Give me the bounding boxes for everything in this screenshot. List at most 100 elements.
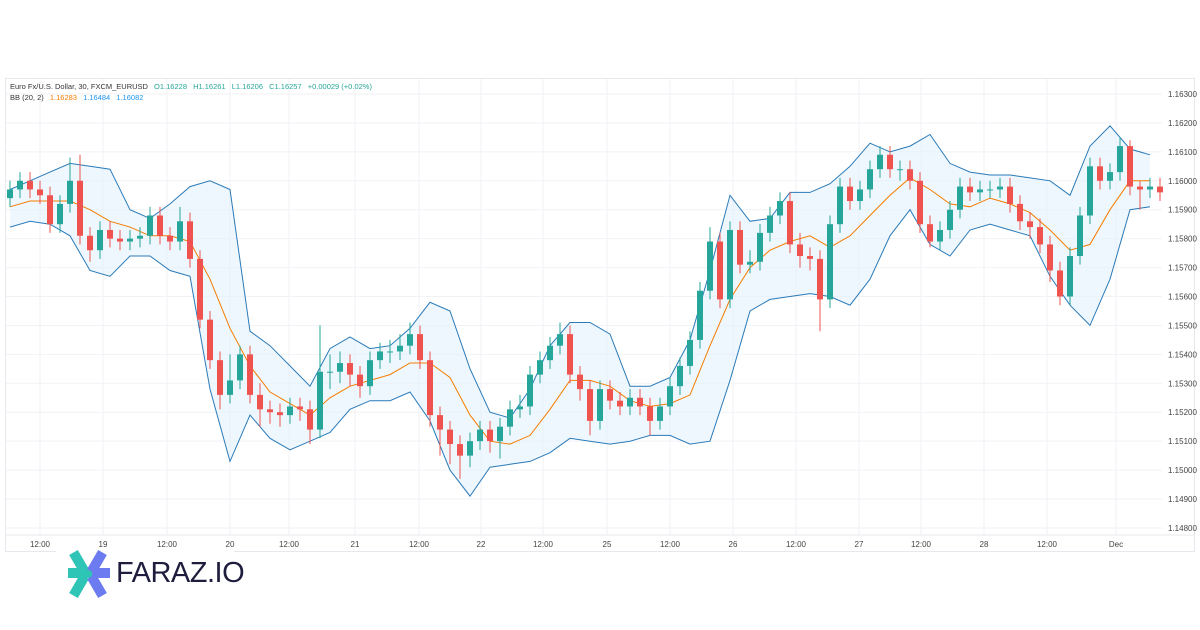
- candle-body: [857, 189, 863, 202]
- candle-body: [627, 397, 633, 407]
- candle-body: [427, 360, 433, 416]
- candle: [277, 403, 283, 427]
- candle: [147, 206, 153, 245]
- candle: [577, 365, 583, 401]
- candle: [137, 227, 143, 248]
- change-value: +0.00029 (+0.02%): [307, 82, 372, 91]
- candle-body: [167, 235, 173, 242]
- candle: [497, 418, 503, 459]
- x-tick-label: 25: [603, 540, 612, 549]
- candle-body: [287, 406, 293, 416]
- candle-body: [447, 429, 453, 445]
- candle-body: [367, 360, 373, 387]
- candle: [507, 400, 513, 436]
- candle: [567, 325, 573, 384]
- candle: [847, 177, 853, 210]
- candle: [1017, 195, 1023, 230]
- x-tick-label: 12:00: [1037, 540, 1058, 549]
- candle-body: [737, 229, 743, 265]
- candle-body: [307, 409, 313, 430]
- candle-body: [787, 201, 793, 245]
- candle: [817, 250, 823, 332]
- candle-body: [1157, 186, 1163, 193]
- candle-body: [227, 380, 233, 395]
- candle-body: [67, 180, 73, 204]
- candle-body: [717, 241, 723, 300]
- candle: [987, 180, 993, 199]
- candle: [77, 154, 83, 245]
- x-tick-label: 12:00: [157, 540, 178, 549]
- y-tick-label: 1.15900: [1168, 206, 1197, 215]
- candle-body: [527, 374, 533, 407]
- candle: [617, 391, 623, 416]
- candle: [627, 389, 633, 416]
- candle: [1067, 247, 1073, 306]
- bollinger-bands: [9, 125, 1151, 497]
- candle-body: [597, 389, 603, 421]
- candle: [777, 192, 783, 225]
- candle: [337, 351, 343, 384]
- candle: [717, 232, 723, 309]
- candle: [657, 397, 663, 430]
- symbol-legend: Euro Fx/U.S. Dollar, 30, FXCM_EURUSD O1.…: [10, 82, 376, 91]
- candle-body: [417, 334, 423, 361]
- candle: [197, 250, 203, 329]
- faraz-logo: FARAZ.IO: [56, 549, 245, 599]
- candle-body: [957, 186, 963, 210]
- candle: [317, 325, 323, 439]
- candle: [647, 397, 653, 436]
- candle: [557, 322, 563, 355]
- y-tick-label: 1.15800: [1168, 235, 1197, 244]
- candle-body: [577, 374, 583, 390]
- candle: [757, 224, 763, 271]
- candle: [1127, 140, 1133, 196]
- candle-body: [927, 224, 933, 242]
- candle-body: [1147, 186, 1153, 190]
- y-tick-label: 1.16100: [1168, 148, 1197, 157]
- candle: [517, 394, 523, 419]
- candle: [157, 206, 163, 245]
- candle: [747, 250, 753, 274]
- candle-body: [817, 258, 823, 300]
- candle-body: [657, 406, 663, 421]
- candle-body: [347, 363, 353, 375]
- candle-body: [1017, 203, 1023, 222]
- candle: [357, 365, 363, 398]
- candle-body: [37, 189, 43, 196]
- candle-body: [497, 426, 503, 442]
- y-tick-label: 1.14900: [1168, 495, 1197, 504]
- candle-body: [77, 180, 83, 236]
- time-axis: 12:00 19 12:00 20 12:00 21 12:00 22 12:00 25 12:00…: [6, 534, 1194, 549]
- close-value: C1.16257: [269, 82, 302, 91]
- candle-body: [247, 354, 253, 395]
- candle-body: [997, 186, 1003, 190]
- candle: [637, 389, 643, 416]
- candle-body: [277, 412, 283, 416]
- bb-basis-value: 1.16283: [49, 93, 77, 102]
- candles: [7, 137, 1163, 479]
- bb-legend: BB (20, 2) 1.16283 1.16484 1.16082: [10, 93, 147, 102]
- candle-body: [57, 203, 63, 225]
- candle-body: [687, 339, 693, 366]
- candle: [547, 337, 553, 369]
- candle: [1087, 157, 1093, 225]
- candle-body: [867, 169, 873, 190]
- candle: [737, 221, 743, 274]
- x-tick-label: 28: [980, 540, 989, 549]
- candle-body: [137, 235, 143, 239]
- candle-body: [487, 429, 493, 442]
- candle-body: [697, 290, 703, 340]
- candle: [807, 247, 813, 271]
- candle: [477, 420, 483, 450]
- candle: [57, 195, 63, 233]
- candle: [297, 397, 303, 421]
- candle: [707, 227, 713, 300]
- candle: [327, 354, 333, 390]
- candle-body: [977, 189, 983, 193]
- candle: [397, 334, 403, 361]
- candle-body: [537, 360, 543, 375]
- candle-body: [797, 244, 803, 257]
- candle-body: [827, 224, 833, 300]
- candle: [1107, 163, 1113, 190]
